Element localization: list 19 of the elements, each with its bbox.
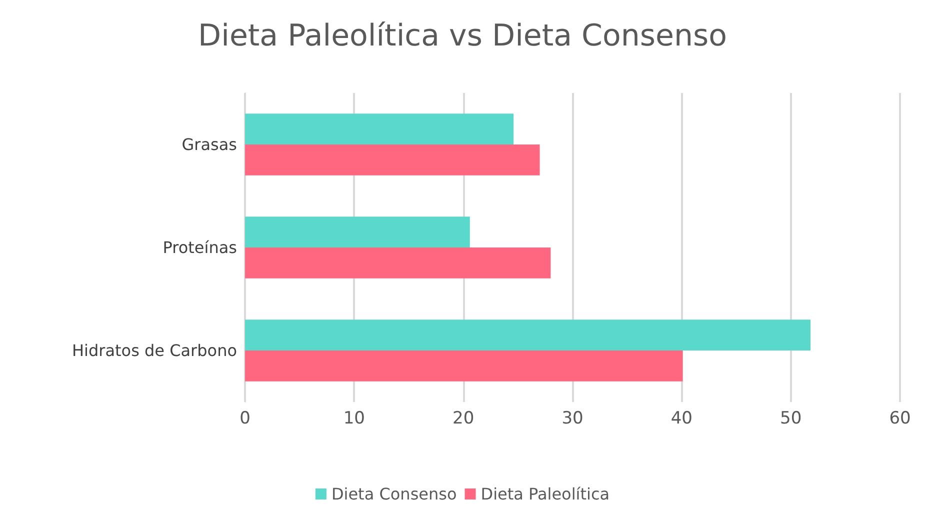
legend-label: Dieta Paleolítica xyxy=(480,484,610,504)
y-tick-label: Hidratos de Carbono xyxy=(72,341,237,360)
x-tick-label: 30 xyxy=(562,408,584,428)
bar xyxy=(245,350,683,382)
y-tick-label: Grasas xyxy=(182,135,237,154)
x-tick-label: 40 xyxy=(670,408,692,428)
x-tick-label: 10 xyxy=(343,408,365,428)
bar xyxy=(245,248,551,278)
bar xyxy=(245,216,470,248)
x-tick-label: 50 xyxy=(780,408,802,428)
chart-title: Dieta Paleolítica vs Dieta Consenso xyxy=(198,18,727,54)
x-tick-label: 60 xyxy=(889,408,911,428)
y-tick-label: Proteínas xyxy=(162,238,237,257)
bar xyxy=(245,320,810,350)
x-tick-label: 0 xyxy=(240,408,250,428)
bar xyxy=(245,114,514,144)
x-tick-label: 20 xyxy=(452,408,474,428)
legend-label: Dieta Consenso xyxy=(331,484,457,504)
bar xyxy=(245,144,540,176)
